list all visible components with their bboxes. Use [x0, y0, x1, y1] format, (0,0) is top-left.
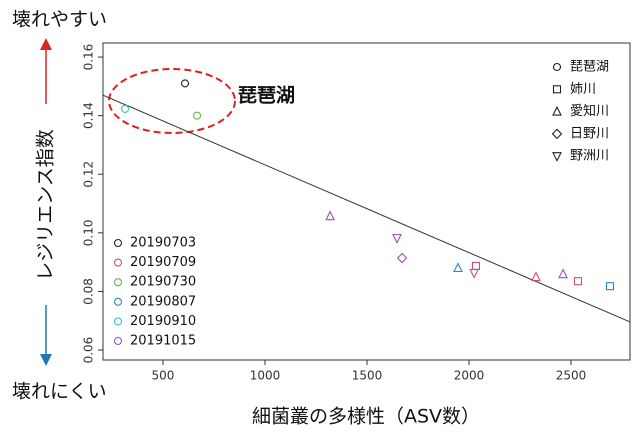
legend-marker: [113, 238, 123, 248]
y-axis-label: レジリエンス指数: [35, 129, 57, 281]
point: [396, 252, 408, 264]
legend-label: 姉川: [570, 82, 596, 97]
point: [120, 104, 130, 113]
x-tick-label: 500: [152, 369, 175, 383]
legend-marker: [552, 105, 562, 116]
point: [180, 79, 190, 88]
legend-marker: [552, 62, 562, 72]
highlight-ellipse: [108, 68, 236, 134]
point: [453, 262, 463, 273]
x-tick-label: 1500: [352, 369, 383, 383]
legend-label: 日野川: [570, 126, 609, 141]
y-tick-label: 0.12: [82, 161, 96, 188]
legend-label: 20190730: [130, 275, 196, 290]
legend-marker: [551, 128, 563, 140]
y-tick-label: 0.08: [82, 278, 96, 305]
legend-marker: [113, 336, 123, 346]
x-tick-label: 2000: [454, 369, 485, 383]
legend-marker: [113, 297, 123, 306]
point: [573, 277, 583, 286]
point: [605, 282, 615, 291]
legend-marker: [113, 258, 123, 267]
point: [193, 111, 202, 120]
y-tick-label: 0.16: [82, 44, 96, 71]
y-tick-label: 0.06: [82, 337, 96, 364]
y-tick-label: 0.10: [82, 219, 96, 246]
point: [325, 210, 335, 221]
legend-marker: [552, 152, 562, 162]
x-tick-label: 2500: [556, 369, 587, 383]
legend-label: 20190807: [130, 294, 196, 309]
legend-label: 20190703: [130, 236, 196, 251]
legend-label: 琵琶湖: [570, 60, 609, 75]
point: [531, 271, 541, 282]
legend-label: 野洲川: [570, 149, 609, 164]
annotation: 琵琶湖: [238, 85, 295, 107]
x-tick-label: 1000: [250, 369, 281, 383]
fit-line: [102, 94, 631, 323]
legend-marker: [552, 85, 562, 94]
point: [471, 261, 481, 271]
point: [558, 268, 568, 279]
point: [392, 234, 402, 244]
y-tick-label: 0.14: [82, 102, 96, 129]
legend-marker: [113, 278, 123, 287]
legend-label: 20191015: [130, 334, 196, 349]
x-axis-label: 細菌叢の多様性（ASV数）: [252, 406, 480, 428]
legend-marker: [113, 317, 123, 326]
legend-label: 20190709: [130, 255, 196, 270]
legend-label: 20190910: [130, 314, 196, 329]
point: [469, 268, 480, 279]
legend-label: 愛知川: [570, 103, 609, 119]
plot-frame: [102, 42, 631, 361]
bottom-label: 壊れにくい: [12, 381, 107, 403]
top-label: 壊れやすい: [12, 9, 107, 31]
